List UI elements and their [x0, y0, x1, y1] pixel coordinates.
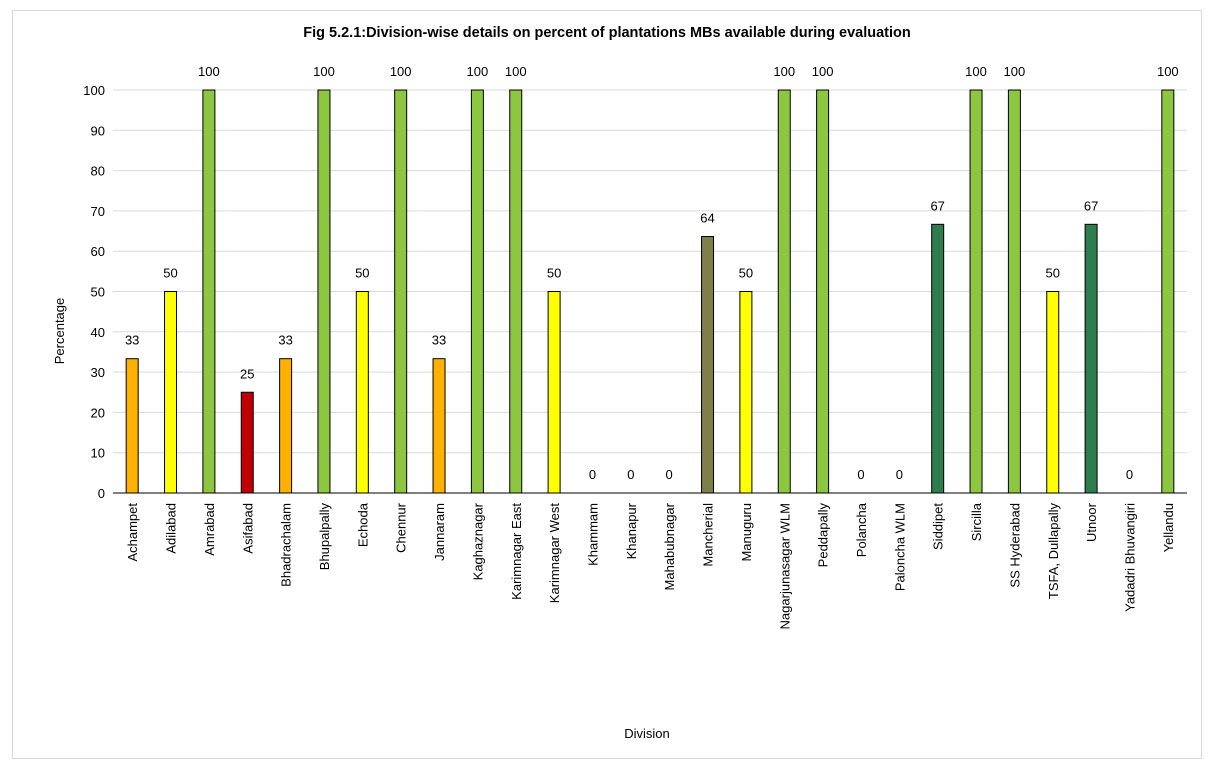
gridlines	[113, 89, 1187, 454]
data-label: 33	[125, 333, 139, 348]
bar	[164, 291, 178, 494]
y-tick-label: 100	[83, 83, 105, 98]
x-tick-label: Asifabad	[240, 503, 255, 554]
x-tick-label: Amrabad	[202, 503, 217, 556]
data-label: 100	[390, 64, 412, 79]
data-label: 25	[240, 366, 254, 381]
data-label: 100	[505, 64, 527, 79]
x-tick-label: Bhadrachalam	[279, 503, 294, 587]
x-tick-label: Yellandu	[1161, 503, 1176, 552]
x-tick-label: Mahabubnagar	[662, 502, 677, 590]
data-label: 64	[700, 211, 714, 226]
x-tick-label: Sircilla	[969, 502, 984, 541]
data-label: 33	[278, 333, 292, 348]
data-label: 0	[666, 467, 673, 482]
x-tick-label: Khammam	[585, 503, 600, 566]
x-tick-label: TSFA, Dullapally	[1046, 503, 1061, 600]
data-label: 67	[930, 198, 944, 213]
bar	[509, 89, 523, 494]
x-tick-label: Paloncha WLM	[892, 503, 907, 591]
x-tick-label: Mancherial	[701, 503, 716, 567]
bar	[1007, 89, 1021, 494]
data-label: 100	[812, 64, 834, 79]
bar-chart: Fig 5.2.1:Division-wise details on perce…	[52, 25, 1187, 741]
data-label: 0	[589, 467, 596, 482]
bar	[432, 358, 446, 494]
y-tick-label: 20	[91, 405, 105, 420]
data-label: 67	[1084, 198, 1098, 213]
x-tick-label: Karimnagar West	[547, 503, 562, 604]
y-axis-ticks: 0 10 20 30 40 50 60 70 80 90 100	[83, 83, 105, 501]
data-label: 50	[739, 266, 753, 281]
x-tick-label: Khanapur	[624, 502, 639, 559]
bar	[279, 358, 293, 494]
data-label: 100	[773, 64, 795, 79]
x-tick-label: Echoda	[355, 502, 370, 547]
y-tick-label: 50	[91, 285, 105, 300]
data-label: 100	[198, 64, 220, 79]
x-tick-label: Polancha	[854, 502, 869, 557]
data-label: 0	[627, 467, 634, 482]
y-tick-label: 0	[98, 486, 105, 501]
y-tick-label: 70	[91, 204, 105, 219]
x-tick-label: Kaghaznagar	[470, 502, 485, 580]
x-tick-label: Chennur	[394, 502, 409, 553]
x-axis-ticks: Achampet Adilabad Amrabad Asifabad Bhadracha…	[125, 502, 1176, 629]
y-tick-label: 10	[91, 446, 105, 461]
bar	[816, 89, 830, 494]
bar	[701, 236, 715, 494]
data-label: 100	[467, 64, 489, 79]
bar	[777, 89, 791, 494]
data-label: 33	[432, 333, 446, 348]
bars	[125, 89, 1175, 494]
x-axis-title: Division	[624, 726, 670, 741]
chart-title: Fig 5.2.1:Division-wise details on perce…	[303, 25, 911, 41]
data-label: 50	[547, 266, 561, 281]
x-tick-label: Achampet	[125, 503, 140, 562]
bar	[470, 89, 484, 494]
bar	[1161, 89, 1175, 494]
data-label: 50	[1046, 266, 1060, 281]
data-labels: 33 50 100 25 33 100 50 100 33 100 100 50 0 0 0 64 50 100 1…	[125, 64, 1179, 482]
bar	[317, 89, 331, 494]
x-tick-label: Peddapally	[816, 503, 831, 568]
x-tick-label: Manuguru	[739, 503, 754, 562]
bar	[355, 291, 369, 494]
bar	[394, 89, 408, 494]
x-tick-label: SS Hyderabad	[1007, 503, 1022, 588]
bar	[547, 291, 561, 494]
bar	[931, 223, 945, 494]
x-tick-label: Jannaram	[432, 503, 447, 561]
x-tick-label: Adilabad	[164, 503, 179, 554]
y-axis-title: Percentage	[52, 298, 67, 365]
data-label: 100	[1004, 64, 1026, 79]
x-tick-label: Karimnagar East	[509, 503, 524, 600]
bar	[202, 89, 216, 494]
x-tick-label: Siddipet	[931, 503, 946, 550]
chart-frame: Fig 5.2.1:Division-wise details on perce…	[12, 10, 1202, 759]
data-label: 100	[1157, 64, 1179, 79]
bar	[969, 89, 983, 494]
x-tick-label: Utnoor	[1084, 502, 1099, 542]
bar	[240, 391, 254, 494]
x-tick-label: Yadadri Bhuvangiri	[1122, 503, 1137, 612]
bar	[1084, 223, 1098, 494]
data-label: 0	[1126, 467, 1133, 482]
x-tick-label: Nagarjunasagar WLM	[777, 503, 792, 629]
data-label: 100	[313, 64, 335, 79]
data-label: 50	[355, 266, 369, 281]
bar	[739, 291, 753, 494]
y-tick-label: 60	[91, 244, 105, 259]
x-tick-label: Bhupalpally	[317, 503, 332, 571]
data-label: 0	[857, 467, 864, 482]
data-label: 50	[163, 266, 177, 281]
data-label: 0	[896, 467, 903, 482]
y-tick-label: 30	[91, 365, 105, 380]
bar	[125, 358, 139, 494]
y-tick-label: 90	[91, 123, 105, 138]
data-label: 100	[965, 64, 987, 79]
y-tick-label: 80	[91, 164, 105, 179]
bar	[1046, 291, 1060, 494]
y-tick-label: 40	[91, 325, 105, 340]
